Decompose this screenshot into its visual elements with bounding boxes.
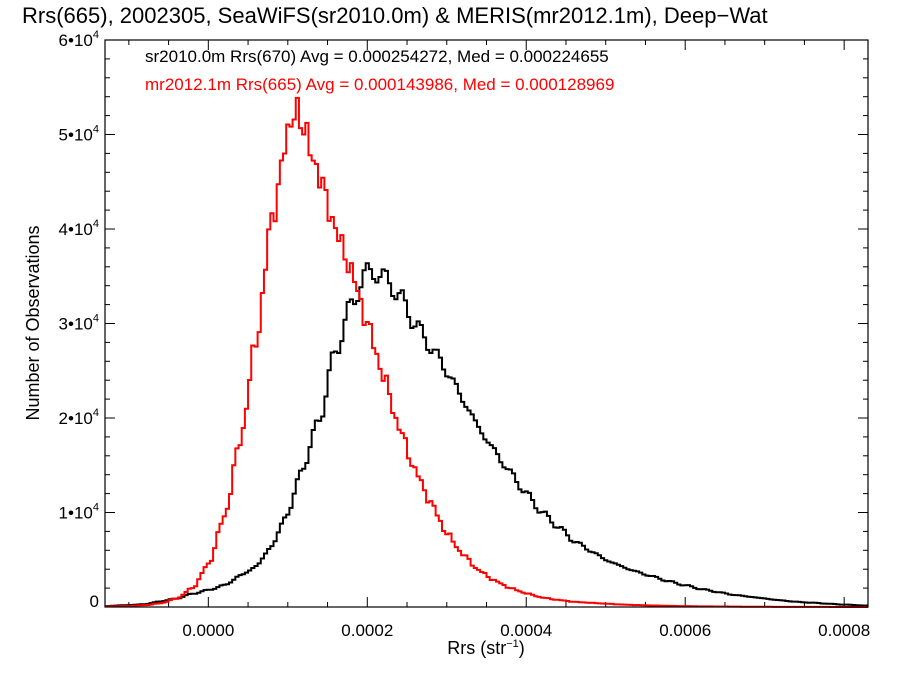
x-tick-label: 0.0002 (341, 621, 393, 640)
y-tick-label: 3•104 (59, 313, 99, 334)
x-tick-label: 0.0004 (500, 621, 552, 640)
y-tick-label: 4•104 (59, 218, 99, 239)
x-axis-label-main: Rrs (str (447, 638, 506, 658)
legend-entry-red: mr2012.1m Rrs(665) Avg = 0.000143986, Me… (145, 75, 614, 94)
x-tick-label: 0.0000 (182, 621, 234, 640)
x-tick-label: 0.0006 (659, 621, 711, 640)
series-line-black (105, 262, 868, 608)
y-axis-label: Number of Observations (23, 225, 43, 420)
y-tick-label: 0 (90, 592, 99, 611)
y-tick-label: 6•104 (59, 29, 99, 50)
y-tick-labels: 0 1•104 2•104 3•104 4•104 5•104 6•104 (59, 29, 99, 611)
y-tick-label: 5•104 (59, 124, 99, 145)
x-axis-label-close: ) (519, 638, 525, 658)
plot-frame (104, 39, 869, 608)
series-lines (105, 96, 868, 608)
chart-title: Rrs(665), 2002305, SeaWiFS(sr2010.0m) & … (22, 3, 768, 28)
y-tick-label: 2•104 (59, 407, 99, 428)
x-tick-label: 0.0008 (818, 621, 870, 640)
y-tick-label: 1•104 (59, 502, 99, 523)
x-tick-labels: 0.0000 0.0002 0.0004 0.0006 0.0008 (182, 621, 870, 640)
x-axis-label-sup: −1 (506, 638, 519, 650)
series-line-red (105, 96, 868, 608)
x-axis-label: Rrs (str−1) (447, 638, 525, 658)
tick-marks (105, 39, 868, 608)
legend-entry-black: sr2010.0m Rrs(670) Avg = 0.000254272, Me… (145, 47, 609, 66)
